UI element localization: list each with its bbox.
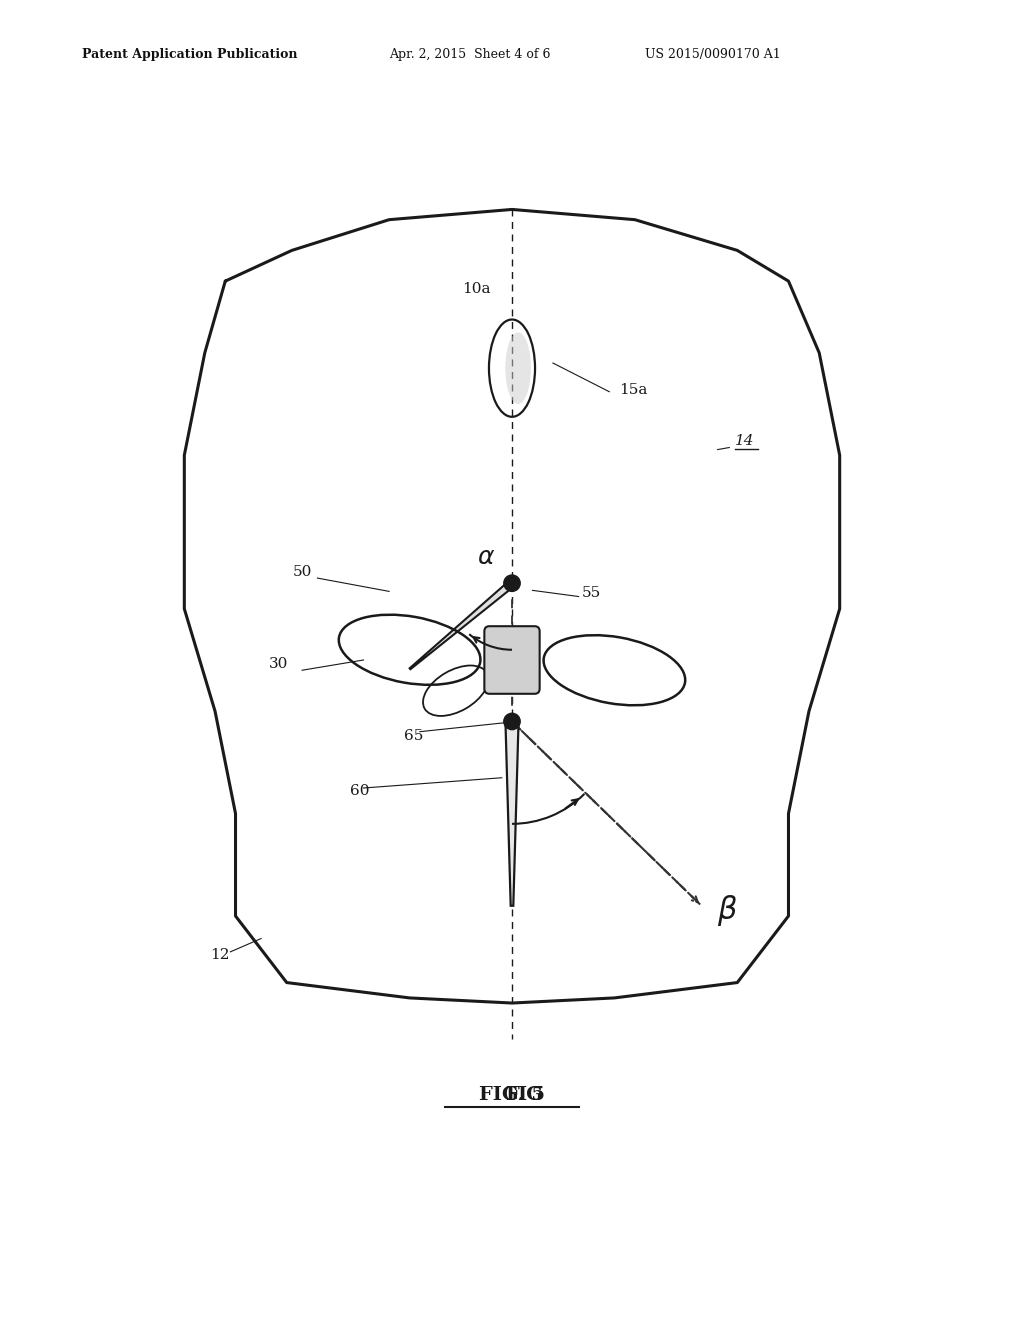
Text: 12: 12 <box>210 948 229 962</box>
Text: IG: IG <box>517 1086 543 1105</box>
Text: FIG. 5: FIG. 5 <box>479 1086 545 1105</box>
Circle shape <box>504 576 520 591</box>
Text: 50: 50 <box>293 565 311 579</box>
FancyBboxPatch shape <box>484 626 540 694</box>
Text: US 2015/0090170 A1: US 2015/0090170 A1 <box>645 48 781 61</box>
Text: 15a: 15a <box>620 383 648 397</box>
Text: 10a: 10a <box>462 282 490 297</box>
Polygon shape <box>410 581 514 669</box>
Circle shape <box>504 713 520 730</box>
Ellipse shape <box>506 333 530 404</box>
Text: Patent Application Publication: Patent Application Publication <box>82 48 297 61</box>
Text: $\beta$: $\beta$ <box>717 894 737 928</box>
Text: 14: 14 <box>735 434 755 447</box>
Text: 60: 60 <box>350 784 370 799</box>
Text: $\alpha$: $\alpha$ <box>477 546 496 569</box>
Text: 55: 55 <box>582 586 601 599</box>
Text: Apr. 2, 2015  Sheet 4 of 6: Apr. 2, 2015 Sheet 4 of 6 <box>389 48 551 61</box>
Text: 30: 30 <box>269 657 288 671</box>
Text: F: F <box>505 1086 519 1105</box>
Text: 65: 65 <box>404 729 424 743</box>
Polygon shape <box>506 722 518 906</box>
